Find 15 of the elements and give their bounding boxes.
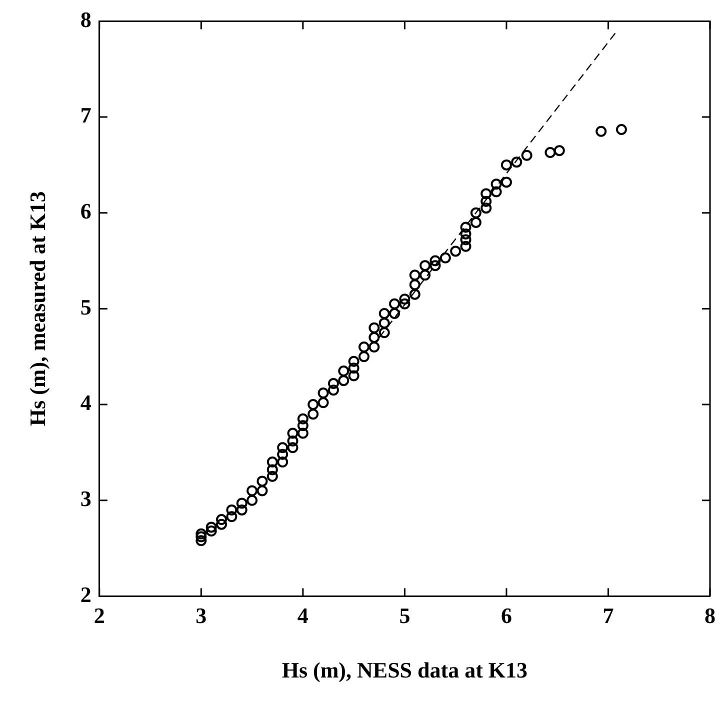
y-tick-label: 2	[80, 582, 92, 607]
y-tick-label: 6	[80, 198, 92, 224]
x-tick-label: 4	[297, 603, 308, 628]
x-tick-label: 7	[602, 603, 614, 628]
x-tick-label: 3	[196, 603, 207, 628]
y-tick-label: 7	[80, 102, 92, 128]
x-tick-label: 6	[500, 603, 512, 628]
y-tick-label: 5	[80, 294, 92, 320]
y-tick-label: 4	[80, 390, 92, 416]
y-axis-title: Hs (m), measured at K13	[24, 191, 50, 426]
x-axis-title: Hs (m), NESS data at K13	[282, 657, 528, 682]
x-tick-label: 8	[704, 603, 716, 628]
x-tick-label: 5	[399, 603, 410, 628]
y-tick-label: 3	[80, 486, 92, 512]
y-tick-label: 8	[80, 6, 92, 32]
